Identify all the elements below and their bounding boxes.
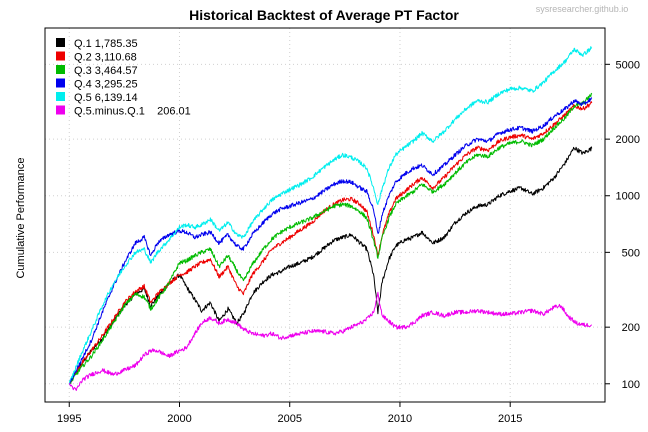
legend-swatch [56, 65, 65, 74]
x-tick-label: 1995 [57, 413, 81, 425]
series-layer [68, 46, 593, 391]
series-line-q-3 [68, 92, 593, 385]
series-line-q-4 [68, 97, 593, 385]
legend-swatch [56, 78, 65, 88]
legend-entry-label: Q.5 6,139.14 [74, 92, 138, 104]
series-line-q-5-minus-q-1 [68, 291, 593, 391]
y-tick-label: 100 [622, 379, 640, 391]
series-line-q-1 [68, 146, 593, 384]
x-tick-label: 2010 [388, 413, 412, 425]
watermark-text: sysresearcher.github.io [536, 4, 629, 14]
y-tick-label: 2000 [616, 134, 640, 146]
legend-swatch [56, 105, 65, 115]
legend-swatch [56, 38, 65, 47]
legend-entry-label: Q.3 3,464.57 [74, 65, 138, 77]
chart-title: Historical Backtest of Average PT Factor [189, 7, 459, 23]
y-tick-label: 1000 [616, 191, 640, 203]
axis-layer: 1995 2000 2005 2010 2015 100 200 500 1000 2000 500… [57, 59, 640, 425]
legend-entry-label: Q.4 3,295.25 [74, 79, 138, 91]
x-tick-label: 2015 [498, 413, 522, 425]
legend-entry-label: Q.5.minus.Q.1 206.01 [74, 106, 191, 118]
legend-swatch [56, 92, 65, 101]
x-tick-label: 2000 [167, 413, 191, 425]
plot-frame [44, 27, 606, 403]
y-axis-label: Cumulative Performance [15, 157, 27, 278]
y-tick-label: 5000 [616, 59, 640, 71]
x-tick-label: 2005 [277, 413, 301, 425]
y-tick-label: 200 [622, 322, 640, 334]
legend: Q.1 1,785.35 Q.2 3,110.68Q.3 3,464.57 Q.4 … [56, 38, 191, 118]
legend-swatch [56, 51, 65, 61]
legend-entry-label: Q.1 1,785.35 [74, 38, 138, 50]
y-tick-label: 500 [622, 247, 640, 259]
grid-layer [45, 28, 605, 402]
series-line-q-5 [68, 46, 593, 384]
legend-entry-label: Q.2 3,110.68 [74, 52, 137, 64]
